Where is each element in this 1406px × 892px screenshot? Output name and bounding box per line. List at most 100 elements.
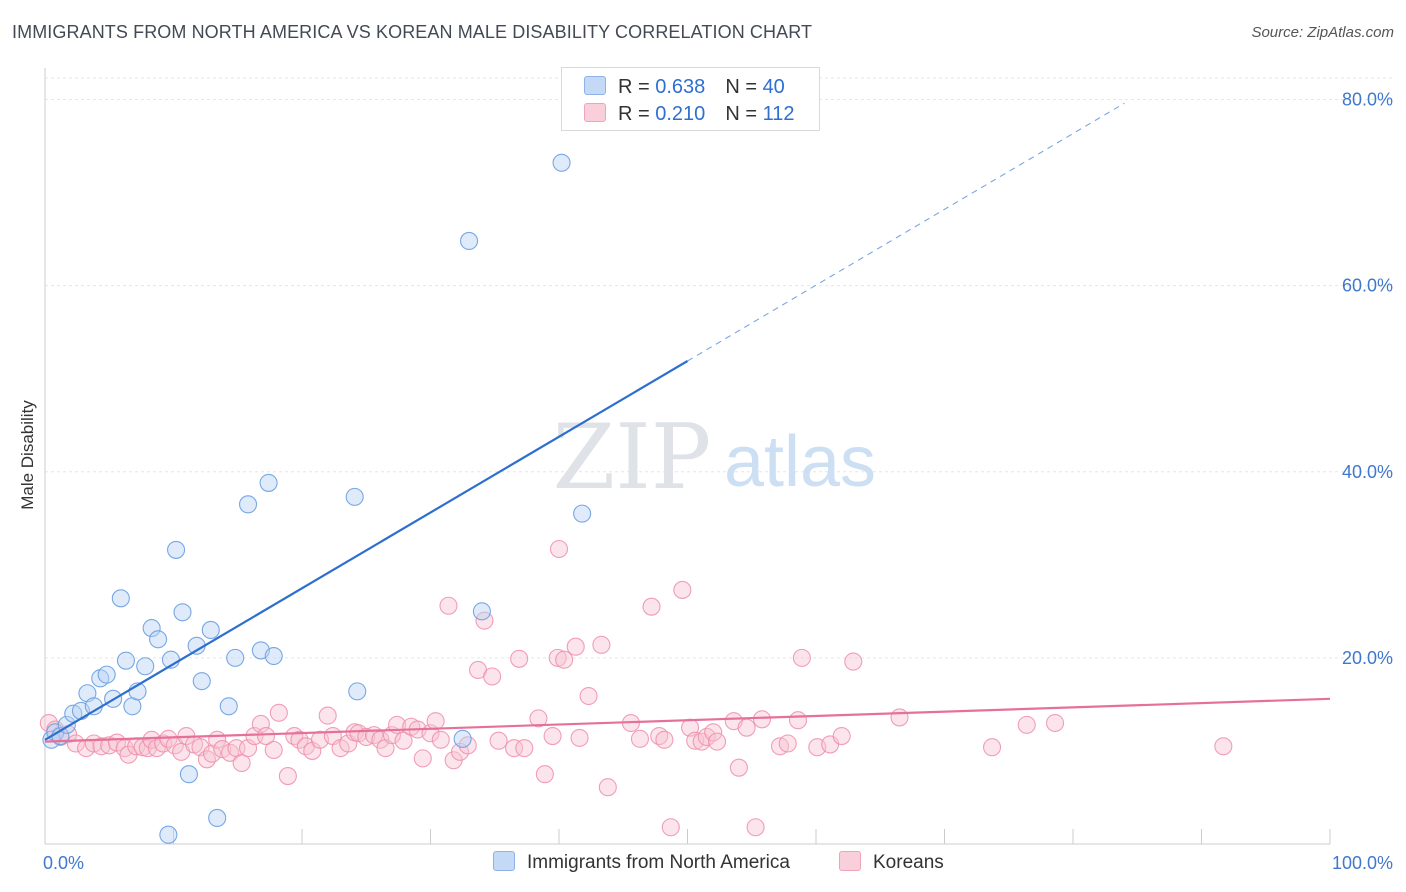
immigrant-point xyxy=(219,697,238,716)
korean-point xyxy=(598,778,617,797)
immigrant-point xyxy=(142,619,161,638)
korean-point xyxy=(1017,715,1036,734)
immigrant-point xyxy=(573,504,592,523)
korean-point xyxy=(483,667,502,686)
korean-point xyxy=(746,818,765,837)
watermark: ZIP atlas xyxy=(553,405,876,510)
correlation-legend: R = 0.638 N = 40 R = 0.210 N = 112 xyxy=(561,67,820,131)
source-credit: Source: ZipAtlas.com xyxy=(1251,24,1394,41)
korean-point xyxy=(579,686,598,706)
korean-point xyxy=(357,727,376,747)
korean-point xyxy=(752,710,772,729)
y-tick-label: 20.0% xyxy=(1342,648,1393,668)
legend-n-value: 40 xyxy=(762,76,785,98)
korean-point xyxy=(704,723,723,742)
bottom-legend-swatch-pink xyxy=(839,851,861,871)
korean-point xyxy=(439,596,458,615)
immigrant-point xyxy=(226,648,245,667)
immigrants-points xyxy=(42,153,592,844)
korean-point xyxy=(426,712,445,731)
korean-point xyxy=(844,652,863,671)
korean-point xyxy=(203,744,222,763)
korean-point xyxy=(510,649,529,668)
watermark-atlas: atlas xyxy=(724,422,876,502)
korean-point xyxy=(318,706,337,725)
korean-point xyxy=(66,734,85,753)
y-axis-label: Male Disability xyxy=(18,400,37,510)
immigrant-point xyxy=(472,602,491,621)
korean-point xyxy=(92,737,111,756)
immigrant-point xyxy=(149,630,168,649)
korean-point xyxy=(832,726,851,746)
immigrant-point xyxy=(136,657,155,676)
korean-point xyxy=(708,732,727,751)
legend-r-label: R = xyxy=(618,103,656,125)
korean-point xyxy=(220,743,240,762)
immigrant-point xyxy=(345,487,364,506)
korean-point xyxy=(269,703,288,722)
bottom-legend-immigrants: Immigrants from North America xyxy=(493,851,790,874)
immigrant-point xyxy=(192,672,211,691)
korean-point xyxy=(729,758,748,777)
immigrant-point xyxy=(111,589,130,608)
korean-point xyxy=(535,765,554,784)
korean-point xyxy=(686,731,705,750)
korean-point xyxy=(232,753,251,773)
immigrant-point xyxy=(179,765,198,784)
bottom-legend-swatch-blue xyxy=(493,851,515,871)
chart-title: IMMIGRANTS FROM NORTH AMERICA VS KOREAN … xyxy=(12,22,813,42)
korean-point xyxy=(256,726,276,746)
immigrant-point xyxy=(167,540,186,559)
legend-swatch-pink xyxy=(584,103,606,122)
korean-point xyxy=(394,731,413,750)
korean-point xyxy=(982,738,1002,757)
korean-point xyxy=(778,734,797,753)
immigrant-point xyxy=(159,825,178,844)
korean-point xyxy=(1045,713,1065,733)
korean-point xyxy=(278,767,297,786)
immigrant-point xyxy=(116,651,136,670)
immigrant-point xyxy=(264,646,283,666)
immigrants-trend-line xyxy=(44,360,689,741)
korean-point xyxy=(788,711,808,730)
korean-point xyxy=(431,730,450,749)
immigrant-point xyxy=(459,231,479,251)
legend-swatch-blue xyxy=(584,76,606,95)
korean-point xyxy=(543,726,562,746)
korean-point xyxy=(413,749,432,768)
immigrant-point xyxy=(348,682,367,701)
korean-point xyxy=(792,648,811,667)
axis-layer xyxy=(44,68,1331,845)
legend-r-value: 0.210 xyxy=(655,103,706,125)
tick-labels: 20.0% 40.0% 60.0% 80.0% 0.0% 100.0% xyxy=(43,90,1393,874)
x-tick-label: 0.0% xyxy=(43,853,84,873)
x-tick-label: 100.0% xyxy=(1332,853,1393,873)
immigrant-point xyxy=(453,729,472,748)
legend-n-value: 112 xyxy=(762,103,795,125)
bottom-legend-label: Koreans xyxy=(873,852,944,873)
korean-point xyxy=(661,818,680,837)
immigrant-point xyxy=(259,473,278,492)
immigrant-point xyxy=(201,620,220,640)
korean-point xyxy=(504,739,524,758)
watermark-zip: ZIP xyxy=(553,405,712,510)
korean-point xyxy=(197,750,216,769)
bottom-legend-label: Immigrants from North America xyxy=(527,852,790,873)
korean-point xyxy=(515,739,534,758)
koreans-points xyxy=(39,539,1233,837)
korean-point xyxy=(570,728,589,747)
korean-point xyxy=(592,635,611,654)
legend-row-koreans: R = 0.210 N = 112 xyxy=(584,103,794,125)
immigrant-point xyxy=(173,603,192,622)
legend-r-value: 0.638 xyxy=(655,76,706,98)
korean-point xyxy=(630,729,650,748)
y-tick-label: 80.0% xyxy=(1342,90,1393,110)
korean-point xyxy=(1214,737,1233,756)
immigrant-point xyxy=(238,495,258,514)
korean-point xyxy=(555,650,574,669)
korean-point xyxy=(264,740,283,760)
korean-point xyxy=(642,597,661,616)
korean-point xyxy=(549,539,569,559)
korean-point xyxy=(673,580,692,599)
